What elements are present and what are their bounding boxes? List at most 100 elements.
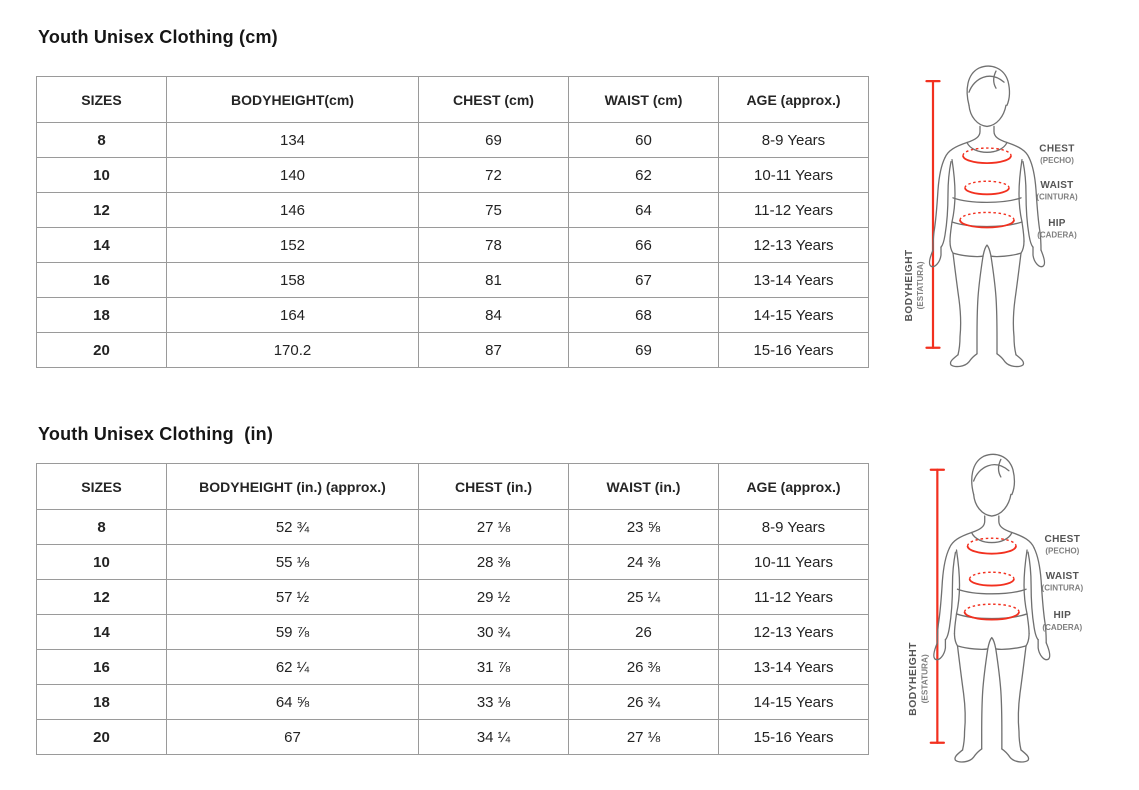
value-cell: 55 ⅛ xyxy=(166,544,419,580)
table-row: 12 57 ½ 29 ½ 25 ¼ 11-12 Years xyxy=(36,579,869,615)
value-cell: 170.2 xyxy=(166,332,419,368)
table-row: 10 140 72 62 10-11 Years xyxy=(36,157,869,193)
value-cell: 12-13 Years xyxy=(718,227,869,263)
hip-label: HIP xyxy=(1048,218,1066,229)
header-row: SIZES BODYHEIGHT (in.) (approx.) CHEST (in… xyxy=(36,463,869,510)
table-row: 10 55 ⅛ 28 ⅜ 24 ⅜ 10-11 Years xyxy=(36,544,869,580)
size-figure-in: BODYHEIGHT (ESTATURA) xyxy=(894,446,1139,786)
size-cell: 12 xyxy=(36,579,167,615)
waist-sublabel: (CINTURA) xyxy=(1042,584,1084,593)
size-cell: 16 xyxy=(36,262,167,298)
value-cell: 60 xyxy=(568,122,719,158)
value-cell: 52 ¾ xyxy=(166,509,419,545)
value-cell: 30 ¾ xyxy=(418,614,569,650)
size-figure-cm: BODYHEIGHT (ESTATURA) xyxy=(890,58,1139,390)
hip-measure-ellipse xyxy=(963,603,1020,613)
value-cell: 66 xyxy=(568,227,719,263)
table-row: 14 59 ⅞ 30 ¾ 26 12-13 Years xyxy=(36,614,869,650)
value-cell: 75 xyxy=(418,192,569,228)
value-cell: 64 ⅝ xyxy=(166,684,419,720)
size-cell: 18 xyxy=(36,684,167,720)
column-header: AGE (approx.) xyxy=(718,463,869,510)
hip-sublabel: (CADERA) xyxy=(1037,231,1077,240)
size-cell: 16 xyxy=(36,649,167,685)
section-title-cm: Youth Unisex Clothing (cm) xyxy=(38,27,278,47)
waist-measure-ellipse xyxy=(968,571,1015,580)
size-cell: 14 xyxy=(36,227,167,263)
value-cell: 67 xyxy=(568,262,719,298)
body-figure-outline xyxy=(933,453,1051,763)
body-measurement-figure: BODYHEIGHT (ESTATURA) xyxy=(904,65,1078,368)
bodyheight-sublabel: (ESTATURA) xyxy=(916,261,925,309)
table-row: 16 158 81 67 13-14 Years xyxy=(36,262,869,298)
table-row: 18 164 84 68 14-15 Years xyxy=(36,297,869,333)
value-cell: 134 xyxy=(166,122,419,158)
value-cell: 62 xyxy=(568,157,719,193)
value-cell: 146 xyxy=(166,192,419,228)
column-header: CHEST (in.) xyxy=(418,463,569,510)
chest-measure-ellipse xyxy=(966,537,1017,547)
value-cell: 27 ⅛ xyxy=(568,719,719,755)
size-cell: 20 xyxy=(36,719,167,755)
size-table-in: SIZES BODYHEIGHT (in.) (approx.) CHEST (in… xyxy=(36,463,869,755)
value-cell: 84 xyxy=(418,297,569,333)
value-cell: 13-14 Years xyxy=(718,262,869,298)
value-cell: 28 ⅜ xyxy=(418,544,569,580)
size-cell: 10 xyxy=(36,544,167,580)
column-header: SIZES xyxy=(36,463,167,510)
value-cell: 26 ¾ xyxy=(568,684,719,720)
bodyheight-measure-line xyxy=(925,80,941,349)
value-cell: 81 xyxy=(418,262,569,298)
section-title-in: Youth Unisex Clothing (in) xyxy=(38,424,274,444)
value-cell: 15-16 Years xyxy=(718,332,869,368)
size-cell: 20 xyxy=(36,332,167,368)
value-cell: 67 xyxy=(166,719,419,755)
value-cell: 12-13 Years xyxy=(718,614,869,650)
table-row: 20 67 34 ¼ 27 ⅛ 15-16 Years xyxy=(36,719,869,755)
value-cell: 23 ⅝ xyxy=(568,509,719,545)
value-cell: 34 ¼ xyxy=(418,719,569,755)
table-row: 18 64 ⅝ 33 ⅛ 26 ¾ 14-15 Years xyxy=(36,684,869,720)
header-row: SIZES BODYHEIGHT(cm) CHEST (cm) WAIST (cm) A… xyxy=(36,76,869,123)
value-cell: 26 ⅜ xyxy=(568,649,719,685)
bodyheight-label: BODYHEIGHT xyxy=(908,642,919,716)
size-cell: 10 xyxy=(36,157,167,193)
value-cell: 164 xyxy=(166,297,419,333)
chest-measure-ellipse xyxy=(962,147,1012,156)
value-cell: 68 xyxy=(568,297,719,333)
table-row: 20 170.2 87 69 15-16 Years xyxy=(36,332,869,368)
value-cell: 11-12 Years xyxy=(718,579,869,615)
waist-sublabel: (CINTURA) xyxy=(1036,192,1078,201)
size-cell: 12 xyxy=(36,192,167,228)
body-figure-outline xyxy=(928,65,1046,368)
measure-ellipses xyxy=(963,537,1020,621)
bodyheight-measure-line xyxy=(929,468,946,744)
chest-sublabel: (PECHO) xyxy=(1045,547,1079,556)
column-header: AGE (approx.) xyxy=(718,76,869,123)
size-cell: 14 xyxy=(36,614,167,650)
value-cell: 8-9 Years xyxy=(718,122,869,158)
column-header: WAIST (cm) xyxy=(568,76,719,123)
table-row: 16 62 ¼ 31 ⅞ 26 ⅜ 13-14 Years xyxy=(36,649,869,685)
value-cell: 64 xyxy=(568,192,719,228)
value-cell: 14-15 Years xyxy=(718,297,869,333)
chest-label: CHEST xyxy=(1039,144,1075,155)
value-cell: 14-15 Years xyxy=(718,684,869,720)
table-row: 14 152 78 66 12-13 Years xyxy=(36,227,869,263)
value-cell: 27 ⅛ xyxy=(418,509,569,545)
value-cell: 10-11 Years xyxy=(718,157,869,193)
waist-measure-ellipse xyxy=(964,180,1010,188)
value-cell: 26 xyxy=(568,614,719,650)
value-cell: 87 xyxy=(418,332,569,368)
column-header: CHEST (cm) xyxy=(418,76,569,123)
size-cell: 8 xyxy=(36,509,167,545)
size-cell: 18 xyxy=(36,297,167,333)
value-cell: 72 xyxy=(418,157,569,193)
chest-label: CHEST xyxy=(1045,534,1081,545)
column-header: WAIST (in.) xyxy=(568,463,719,510)
column-header: BODYHEIGHT (in.) (approx.) xyxy=(166,463,419,510)
chest-sublabel: (PECHO) xyxy=(1040,156,1074,165)
value-cell: 10-11 Years xyxy=(718,544,869,580)
value-cell: 33 ⅛ xyxy=(418,684,569,720)
